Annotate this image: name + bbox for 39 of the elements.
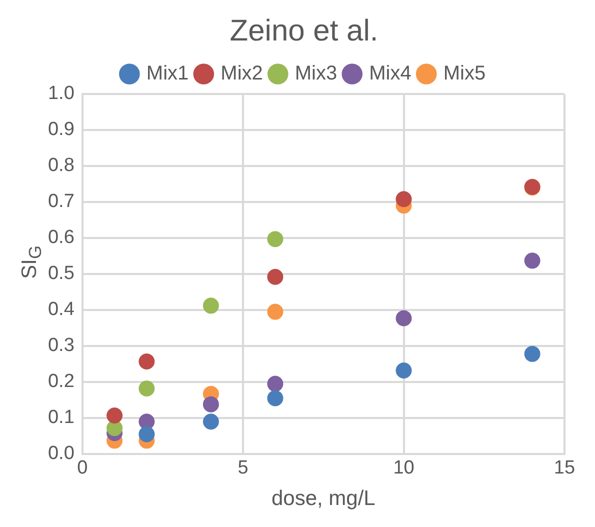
y-tick-label: 0.6 bbox=[48, 227, 74, 248]
point bbox=[138, 353, 155, 370]
point bbox=[396, 310, 412, 326]
point bbox=[524, 252, 540, 269]
y-tick-label: 0.8 bbox=[48, 155, 74, 176]
point bbox=[396, 191, 412, 208]
y-tick-label: 0.4 bbox=[48, 299, 75, 320]
x-tick-label: 15 bbox=[554, 458, 576, 479]
y-tick-label: 0.5 bbox=[48, 263, 74, 284]
legend-label: Mix2 bbox=[220, 62, 263, 85]
point bbox=[138, 426, 155, 442]
legend-label: Mix1 bbox=[146, 62, 189, 85]
point bbox=[524, 346, 540, 362]
y-tick-label: 0.0 bbox=[48, 443, 74, 464]
point bbox=[267, 376, 284, 392]
chart-title: Zeino et al. bbox=[230, 14, 378, 48]
legend-label: Mix5 bbox=[443, 62, 486, 85]
y-tick-label: 0.9 bbox=[48, 119, 74, 140]
point bbox=[138, 380, 155, 396]
y-tick-label: 0.3 bbox=[48, 335, 74, 356]
point bbox=[106, 407, 123, 424]
point bbox=[202, 298, 219, 314]
point bbox=[267, 304, 284, 320]
y-tick-label: 0.7 bbox=[48, 191, 74, 212]
legend-label: Mix4 bbox=[369, 62, 412, 85]
legend-label: Mix3 bbox=[294, 62, 338, 85]
point bbox=[267, 390, 284, 406]
y-tick-label: 0.2 bbox=[48, 371, 74, 392]
point bbox=[202, 414, 219, 430]
point bbox=[202, 396, 219, 412]
x-tick-label: 10 bbox=[393, 458, 414, 479]
x-tick-label: 5 bbox=[238, 458, 248, 479]
x-tick-label: 0 bbox=[77, 458, 88, 479]
x-axis-title: dose, mg/L bbox=[271, 487, 376, 510]
y-tick-label: 0.1 bbox=[48, 407, 74, 428]
point bbox=[267, 268, 284, 285]
y-tick-label: 1.0 bbox=[48, 83, 74, 104]
point bbox=[396, 362, 412, 378]
point bbox=[267, 231, 284, 248]
